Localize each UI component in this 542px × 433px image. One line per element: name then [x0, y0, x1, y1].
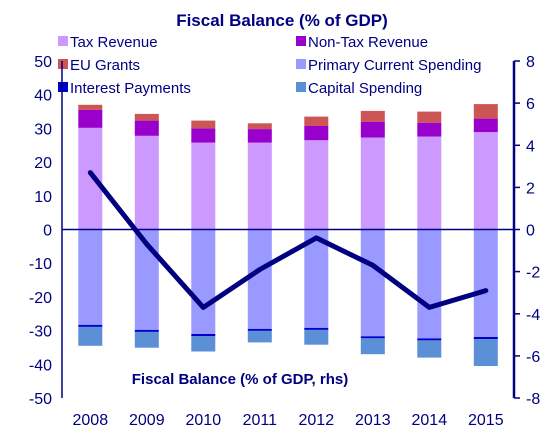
bars — [78, 104, 498, 366]
legend-swatch — [58, 82, 68, 92]
y2-tick-label: 6 — [526, 96, 535, 113]
bar-primary-current-spending-2010 — [191, 229, 216, 334]
y-tick-label: -30 — [29, 324, 52, 341]
y-tick-label: 50 — [34, 54, 52, 71]
legend-label: Primary Current Spending — [308, 57, 481, 74]
x-tick-label: 2010 — [186, 412, 222, 429]
bar-eu-grants-2011 — [247, 123, 272, 129]
legend-label: Interest Payments — [70, 80, 191, 97]
y-tick-label: -40 — [29, 357, 52, 374]
x-tick-label: 2008 — [73, 412, 109, 429]
y-tick-label: -10 — [29, 256, 52, 273]
bar-capital-spending-2014 — [417, 340, 442, 358]
bar-non-tax-revenue-2014 — [417, 122, 442, 137]
legend-swatch — [58, 59, 68, 69]
y2-tick-label: -8 — [526, 391, 540, 408]
bar-eu-grants-2010 — [191, 120, 216, 129]
bar-capital-spending-2008 — [78, 326, 103, 346]
bar-eu-grants-2014 — [417, 111, 442, 123]
x-tick-label: 2015 — [468, 412, 504, 429]
y-tick-label: 20 — [34, 155, 52, 172]
bar-primary-current-spending-2015 — [473, 229, 498, 337]
legend-label: Non-Tax Revenue — [308, 34, 428, 51]
line-series-label: Fiscal Balance (% of GDP, rhs) — [132, 371, 348, 388]
y2-tick-label: 2 — [526, 180, 535, 197]
bar-capital-spending-2010 — [191, 336, 216, 352]
bar-primary-current-spending-2014 — [417, 229, 442, 339]
bar-eu-grants-2015 — [473, 104, 498, 119]
x-tick-label: 2011 — [243, 412, 278, 429]
fiscal-balance-line — [87, 170, 489, 310]
bar-tax-revenue-2012 — [304, 140, 329, 230]
bar-primary-current-spending-2012 — [304, 229, 329, 328]
bar-interest-payments-2009 — [134, 329, 159, 332]
bar-primary-current-spending-2011 — [247, 229, 272, 329]
bar-capital-spending-2012 — [304, 329, 329, 345]
bar-non-tax-revenue-2013 — [360, 121, 385, 138]
bar-non-tax-revenue-2009 — [134, 120, 159, 136]
y-tick-label: 40 — [34, 88, 52, 105]
y-tick-label: 30 — [34, 121, 52, 138]
x-tick-label: 2009 — [129, 412, 165, 429]
bar-non-tax-revenue-2011 — [247, 129, 272, 143]
bar-interest-payments-2010 — [191, 334, 216, 336]
bar-eu-grants-2009 — [134, 113, 159, 121]
bar-interest-payments-2011 — [247, 328, 272, 331]
y2-tick-label: -2 — [526, 265, 540, 282]
y-tick-label: -50 — [29, 391, 52, 408]
bar-tax-revenue-2014 — [417, 136, 442, 230]
y2-tick-label: 0 — [526, 223, 535, 240]
x-tick-label: 2014 — [412, 412, 448, 429]
bar-tax-revenue-2009 — [134, 135, 159, 230]
legend-label: EU Grants — [70, 57, 140, 74]
bar-tax-revenue-2010 — [191, 142, 216, 230]
y2-tick-label: -6 — [526, 349, 540, 366]
bar-non-tax-revenue-2015 — [473, 118, 498, 133]
bar-tax-revenue-2008 — [78, 127, 103, 230]
bar-interest-payments-2013 — [360, 336, 385, 339]
bar-tax-revenue-2013 — [360, 137, 385, 230]
bar-non-tax-revenue-2008 — [78, 109, 103, 128]
legend-swatch — [296, 36, 306, 46]
bar-tax-revenue-2015 — [473, 132, 498, 230]
chart-title: Fiscal Balance (% of GDP) — [176, 11, 388, 30]
legend-swatch — [58, 36, 68, 46]
bar-interest-payments-2014 — [417, 338, 442, 341]
y2-tick-label: 4 — [526, 138, 535, 155]
x-tick-label: 2013 — [355, 412, 391, 429]
y2-tick-label: -4 — [526, 307, 540, 324]
bar-capital-spending-2011 — [247, 330, 272, 343]
bar-non-tax-revenue-2012 — [304, 126, 329, 141]
bar-non-tax-revenue-2010 — [191, 128, 216, 143]
bar-interest-payments-2015 — [473, 337, 498, 339]
fiscal-balance-line-group — [87, 170, 489, 310]
bar-primary-current-spending-2013 — [360, 229, 385, 337]
legend-label: Tax Revenue — [70, 34, 158, 51]
y-tick-label: 0 — [43, 223, 52, 240]
bar-eu-grants-2013 — [360, 110, 385, 122]
y-tick-label: 10 — [34, 189, 52, 206]
axis-ticks: 50403020100-10-20-30-40-5086420-2-4-6-82… — [29, 54, 540, 429]
bar-eu-grants-2012 — [304, 116, 329, 126]
bar-capital-spending-2009 — [134, 331, 159, 348]
y-tick-label: -20 — [29, 290, 52, 307]
legend-label: Capital Spending — [308, 80, 422, 97]
bar-tax-revenue-2011 — [247, 142, 272, 230]
bar-interest-payments-2012 — [304, 327, 329, 330]
bar-eu-grants-2008 — [78, 104, 103, 110]
x-tick-label: 2012 — [299, 412, 335, 429]
bar-interest-payments-2008 — [78, 324, 103, 327]
y2-tick-label: 8 — [526, 54, 535, 71]
bar-capital-spending-2013 — [360, 338, 385, 355]
legend-swatch — [296, 82, 306, 92]
bar-capital-spending-2015 — [473, 339, 498, 366]
legend: Tax Revenue Non-Tax Revenue EU Grants Prima… — [58, 34, 481, 97]
legend-swatch — [296, 59, 306, 69]
bar-primary-current-spending-2008 — [78, 229, 103, 325]
